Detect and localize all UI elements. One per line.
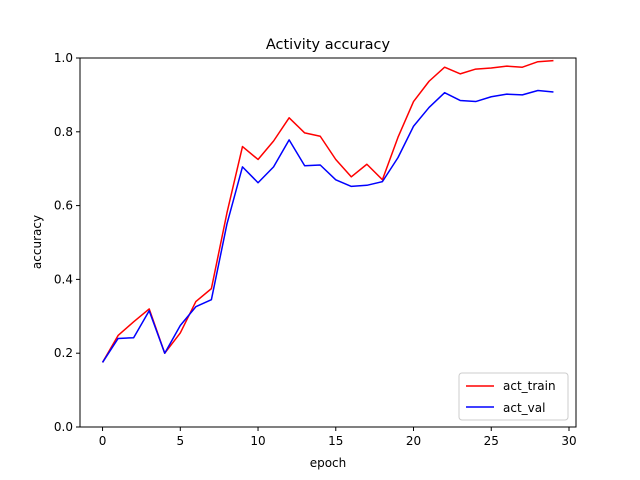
y-tick-label: 0.0 xyxy=(54,420,73,434)
series-line-act-val xyxy=(101,89,554,363)
legend-label-act-val: act_val xyxy=(503,401,545,415)
x-tick-label: 15 xyxy=(328,434,343,448)
series-line-act-train xyxy=(101,59,554,363)
chart-title: Activity accuracy xyxy=(266,37,391,53)
series-lines xyxy=(101,59,554,363)
y-tick-label: 0.4 xyxy=(54,272,73,286)
x-tick-label: 25 xyxy=(484,434,499,448)
x-tick-label: 10 xyxy=(250,434,265,448)
y-tick-label: 1.0 xyxy=(54,51,73,65)
y-tick-label: 0.2 xyxy=(54,346,73,360)
x-axis-label: epoch xyxy=(310,456,347,470)
legend-box xyxy=(458,372,569,421)
y-axis-label: accuracy xyxy=(30,215,44,269)
x-axis-ticks: 0 5 10 15 20 25 30 xyxy=(99,427,577,448)
legend-label-act-train: act_train xyxy=(503,379,556,393)
plot-area xyxy=(80,58,576,427)
y-tick-label: 0.6 xyxy=(54,199,73,213)
y-tick-label: 0.8 xyxy=(54,125,73,139)
x-tick-label: 0 xyxy=(99,434,107,448)
x-tick-label: 5 xyxy=(176,434,184,448)
x-tick-label: 30 xyxy=(561,434,576,448)
y-axis-ticks: 0.0 0.2 0.4 0.6 0.8 1.0 xyxy=(54,51,80,434)
plot-frame xyxy=(79,57,577,428)
legend: act_train act_val xyxy=(458,372,569,421)
x-tick-label: 20 xyxy=(406,434,421,448)
